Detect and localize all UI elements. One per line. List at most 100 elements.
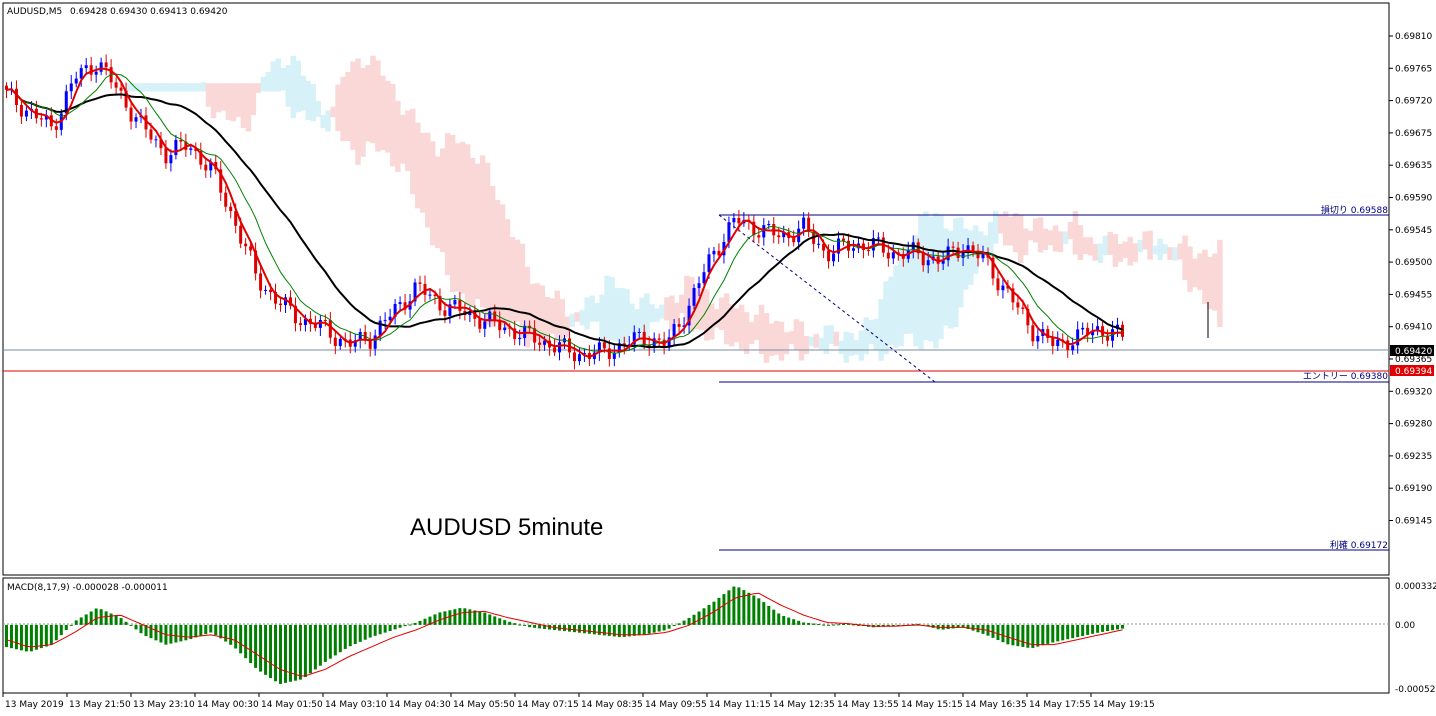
- cloud-segment: [1182, 235, 1188, 281]
- cloud-segment: [1097, 243, 1104, 263]
- time-tick-label: 13 May 21:50: [69, 700, 131, 710]
- candle-body: [717, 250, 721, 256]
- candle-body: [1076, 329, 1080, 346]
- cloud-segment: [175, 83, 182, 92]
- cloud-segment: [1107, 231, 1114, 255]
- macd-bar: [966, 624, 970, 630]
- candle-body: [508, 327, 512, 329]
- entry-price-tag: [1390, 365, 1434, 376]
- price-tick-label: 0.69365: [1395, 355, 1432, 365]
- cloud-segment: [763, 313, 770, 363]
- cloud-segment: [210, 83, 217, 119]
- macd-bar: [687, 617, 691, 625]
- candle-body: [966, 245, 970, 253]
- macd-bar: [752, 595, 756, 625]
- cloud-segment: [454, 143, 461, 292]
- macd-bar: [274, 624, 278, 682]
- candle-body: [792, 238, 796, 243]
- cloud-segment: [1112, 234, 1119, 267]
- cloud-segment: [1007, 216, 1014, 246]
- candle-body: [672, 323, 676, 338]
- candle-body: [413, 282, 417, 302]
- macd-bar: [318, 624, 322, 666]
- candle-body: [74, 78, 78, 84]
- time-tick-label: 14 May 12:35: [773, 700, 835, 710]
- cloud-segment: [1072, 210, 1079, 255]
- cloud-segment: [1037, 217, 1044, 253]
- candle-body: [886, 252, 890, 259]
- price-tick-label: 0.69280: [1395, 420, 1432, 430]
- macd-bar: [423, 618, 427, 625]
- cloud-segment: [783, 332, 790, 355]
- cloud-segment: [1012, 213, 1019, 253]
- cloud-segment: [574, 312, 580, 322]
- candle-body: [154, 139, 158, 141]
- cloud-segment: [305, 80, 311, 120]
- cloud-segment: [415, 122, 421, 209]
- cloud-segment: [1002, 211, 1009, 246]
- cloud-segment: [1202, 249, 1208, 305]
- candle-body: [1106, 335, 1110, 341]
- candle-body: [702, 272, 706, 284]
- cloud-segment: [230, 83, 237, 122]
- candle-body: [876, 237, 880, 239]
- macd-bar: [1041, 624, 1045, 646]
- candle-body: [438, 295, 442, 311]
- macd-bar: [403, 624, 407, 627]
- macd-bar: [617, 624, 621, 638]
- cloud-segment: [355, 58, 361, 165]
- macd-bar: [667, 624, 671, 629]
- macd-bar: [518, 624, 522, 626]
- macd-bar: [677, 623, 681, 625]
- candle-body: [318, 320, 322, 328]
- candle-body: [752, 221, 756, 236]
- time-tick-label: 14 May 17:55: [1029, 700, 1091, 710]
- cloud-segment: [992, 210, 999, 244]
- cloud-segment: [793, 319, 800, 351]
- candle-body: [946, 246, 950, 261]
- macd-bar: [9, 624, 13, 649]
- cloud-segment: [773, 320, 780, 355]
- cloud-segment: [1022, 228, 1029, 256]
- macd-bar: [657, 624, 661, 632]
- macd-bar: [179, 624, 183, 642]
- macd-bar: [174, 624, 178, 643]
- candle-body: [861, 243, 865, 250]
- candle-body: [124, 90, 128, 108]
- macd-bar: [597, 624, 601, 635]
- macd-tick-top: 0.000332: [1395, 582, 1436, 592]
- candle-body: [757, 235, 761, 238]
- cloud-segment: [315, 100, 321, 117]
- macd-bar: [817, 624, 821, 626]
- cloud-segment: [778, 321, 785, 361]
- cloud-segment: [509, 236, 516, 322]
- macd-bar: [911, 624, 915, 626]
- current-price-value: 0.69420: [1395, 347, 1432, 357]
- ichimoku-cloud: [126, 55, 1223, 363]
- cloud-segment: [1017, 214, 1024, 263]
- cloud-segment: [758, 304, 765, 355]
- cloud-segment: [878, 299, 884, 361]
- macd-bar: [846, 623, 850, 625]
- candle-body: [617, 343, 621, 353]
- macd-bar: [1076, 624, 1080, 638]
- cloud-segment: [390, 84, 396, 167]
- candle-body: [1031, 325, 1035, 342]
- cloud-segment: [823, 325, 830, 355]
- macd-bar: [109, 613, 113, 625]
- macd-bar: [1121, 624, 1125, 629]
- cloud-segment: [669, 295, 675, 331]
- cloud-segment: [145, 83, 152, 92]
- macd-bar: [782, 615, 786, 625]
- macd-bar: [1051, 624, 1055, 643]
- macd-bar: [837, 624, 841, 626]
- cloud-segment: [1117, 244, 1124, 262]
- cloud-segment: [1092, 243, 1099, 261]
- cloud-segment: [569, 313, 575, 327]
- candle-body: [308, 318, 312, 324]
- cloud-segment: [659, 304, 665, 319]
- macd-bar: [54, 624, 58, 641]
- cloud-segment: [290, 55, 296, 119]
- candle-body: [827, 250, 831, 262]
- candle-body: [453, 300, 457, 305]
